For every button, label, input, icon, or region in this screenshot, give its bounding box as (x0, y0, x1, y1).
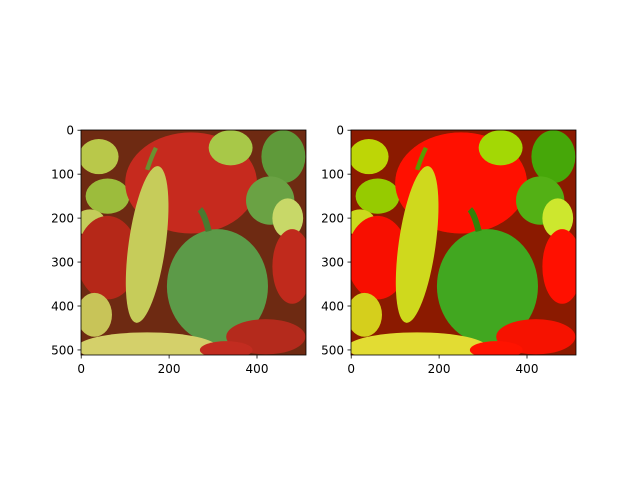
y-tick-label: 400 (321, 300, 344, 314)
y-tick-label: 300 (51, 256, 74, 270)
image-content (75, 130, 312, 363)
y-tick-label: 0 (66, 124, 74, 138)
y-tick-label: 500 (51, 343, 74, 357)
x-tick-label: 200 (428, 362, 451, 376)
x-tick-label: 400 (516, 362, 539, 376)
x-tick-label: 200 (158, 362, 181, 376)
x-tick-label: 400 (246, 362, 269, 376)
x-tick-label: 0 (77, 362, 85, 376)
image (345, 130, 582, 363)
y-tick-label: 100 (51, 168, 74, 182)
axes-frame (80, 129, 307, 356)
image (75, 130, 312, 363)
y-tick-label: 200 (321, 212, 344, 226)
y-tick-label: 500 (321, 343, 344, 357)
y-tick-label: 0 (336, 124, 344, 138)
x-tick-label: 0 (347, 362, 355, 376)
y-tick-label: 400 (51, 300, 74, 314)
y-tick-label: 100 (321, 168, 344, 182)
y-tick-label: 300 (321, 256, 344, 270)
axes-frame (350, 129, 577, 356)
image-content (345, 130, 582, 363)
y-tick-label: 200 (51, 212, 74, 226)
